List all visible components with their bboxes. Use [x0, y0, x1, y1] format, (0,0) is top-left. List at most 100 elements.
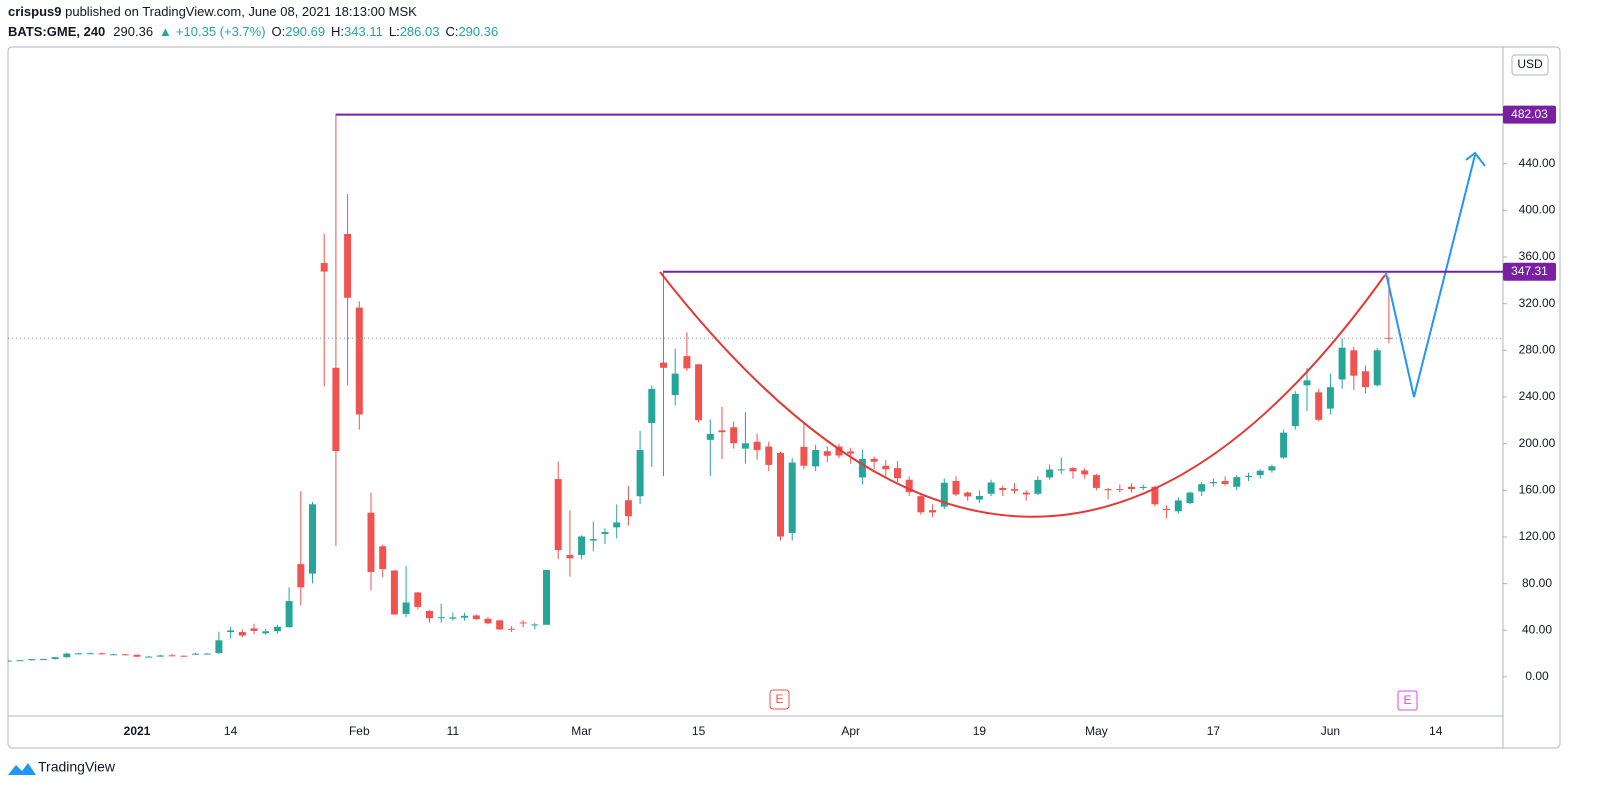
candle-body — [203, 653, 211, 655]
candle-body — [484, 618, 492, 624]
y-tick-label: 320.00 — [1519, 296, 1556, 310]
change: +10.35 (+3.7%) — [176, 24, 266, 39]
candle-body — [1046, 469, 1054, 478]
up-arrow: ▲ — [159, 24, 172, 39]
candle-body — [180, 655, 188, 657]
frame — [7, 46, 1561, 749]
candle-body — [1128, 486, 1135, 490]
x-tick-label: 14 — [1429, 724, 1443, 738]
candle-body — [1350, 350, 1358, 376]
candle-body — [718, 430, 726, 433]
candle-body — [706, 434, 714, 440]
candle-body — [1338, 347, 1346, 380]
candle-body — [1069, 468, 1077, 472]
currency-box — [1511, 54, 1549, 76]
candle-body — [1256, 470, 1264, 476]
candle-body — [1221, 480, 1229, 485]
y-tick-label: 280.00 — [1519, 342, 1556, 356]
candle-body — [28, 659, 36, 661]
candle-body — [870, 458, 878, 462]
candle-body — [753, 441, 761, 451]
candle-body — [507, 628, 515, 630]
candle-body — [414, 592, 422, 607]
candle-body — [695, 364, 703, 421]
projection-arrow — [1385, 151, 1486, 398]
x-tick-label: 15 — [692, 724, 706, 738]
candle-body — [367, 512, 375, 572]
candle-body — [788, 462, 796, 533]
earnings-icon — [1397, 690, 1418, 711]
candle-body — [1081, 470, 1089, 475]
earnings-icon — [769, 689, 790, 710]
candle-body — [613, 522, 621, 528]
candle-body — [624, 500, 632, 517]
x-tick-label: 14 — [224, 724, 238, 738]
candle-body — [227, 630, 235, 633]
candle-body — [999, 487, 1007, 491]
candle-body — [858, 458, 866, 478]
candle-body — [578, 536, 586, 556]
candle-body — [683, 356, 691, 369]
y-tick-label: 360.00 — [1519, 249, 1556, 263]
candle-body — [309, 504, 316, 574]
candle-body — [894, 468, 901, 479]
candle-body — [777, 452, 784, 537]
candle-body — [1163, 508, 1171, 510]
candle-body — [554, 479, 562, 551]
candle-body — [390, 570, 398, 615]
candle-body — [1233, 477, 1241, 487]
legend-label: H: — [331, 24, 344, 39]
candle-body — [648, 388, 656, 423]
candle-body — [1174, 500, 1182, 512]
candle-body — [531, 624, 539, 626]
candle-body — [461, 615, 469, 618]
candle-body — [121, 654, 129, 656]
published: published on TradingView.com, June 08, 2… — [65, 4, 417, 19]
logo: TradingView — [38, 759, 116, 775]
candle-body — [332, 367, 340, 452]
candle-body — [660, 362, 667, 368]
plot — [8, 113, 1503, 662]
y-tick-label: 160.00 — [1519, 482, 1556, 496]
candle-body — [1092, 475, 1100, 488]
candle-body — [671, 373, 679, 396]
candle-body — [1104, 489, 1112, 491]
publisher: crispus9 — [8, 4, 61, 19]
legend-value: 286.03 — [400, 24, 440, 39]
candle-body — [940, 482, 948, 507]
x-tick-label: Feb — [349, 724, 370, 738]
candle-body — [1291, 393, 1299, 427]
candle-body — [156, 655, 164, 657]
candle-body — [215, 640, 223, 654]
candle-body — [952, 480, 960, 495]
earnings-marker: E — [775, 692, 783, 706]
currency: USD — [1517, 57, 1543, 71]
candle-body — [1198, 484, 1206, 492]
candle-body — [882, 465, 890, 470]
candle-body — [437, 617, 445, 619]
x-tick-label: 2021 — [124, 724, 151, 738]
candle-body — [987, 482, 995, 494]
candle-body — [812, 450, 820, 467]
x-tick-label: May — [1085, 724, 1108, 738]
candle-body — [975, 495, 983, 500]
last-price: 290.36 — [113, 24, 153, 39]
candle-body — [496, 620, 504, 630]
candle-body — [63, 653, 71, 658]
candle-body — [344, 233, 352, 298]
candle-body — [636, 450, 644, 497]
candle-body — [823, 451, 831, 456]
y-tick-label: 40.00 — [1522, 622, 1552, 636]
x-tick-label: 11 — [447, 724, 460, 738]
candle-body — [1245, 476, 1252, 478]
x-tick-label: Jun — [1321, 724, 1340, 738]
header-line1: crispus9 published on TradingView.com, J… — [8, 4, 417, 19]
candle-body — [98, 653, 106, 655]
x-tick-label: Apr — [841, 724, 860, 738]
candle-body — [426, 610, 433, 619]
legend-value: 343.11 — [344, 24, 383, 39]
earnings-marker: E — [1403, 693, 1411, 707]
candle-body — [86, 653, 94, 655]
candle-body — [39, 659, 47, 661]
